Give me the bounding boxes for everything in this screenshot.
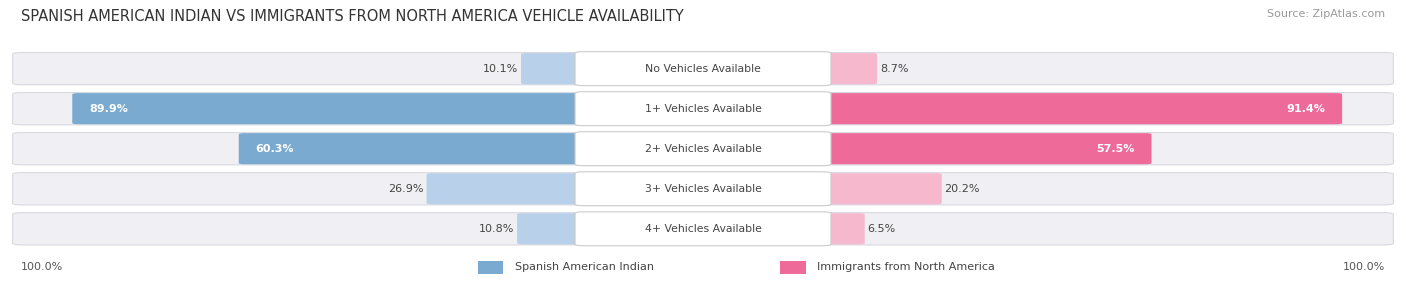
Text: 4+ Vehicles Available: 4+ Vehicles Available (644, 224, 762, 234)
FancyBboxPatch shape (13, 173, 1393, 205)
Text: 89.9%: 89.9% (89, 104, 128, 114)
FancyBboxPatch shape (517, 213, 589, 244)
Text: 1+ Vehicles Available: 1+ Vehicles Available (644, 104, 762, 114)
FancyBboxPatch shape (426, 173, 589, 204)
FancyBboxPatch shape (13, 133, 1393, 165)
Text: No Vehicles Available: No Vehicles Available (645, 64, 761, 74)
Text: 26.9%: 26.9% (388, 184, 423, 194)
Text: 8.7%: 8.7% (880, 64, 908, 74)
FancyBboxPatch shape (575, 52, 831, 86)
FancyBboxPatch shape (13, 93, 1393, 125)
Text: SPANISH AMERICAN INDIAN VS IMMIGRANTS FROM NORTH AMERICA VEHICLE AVAILABILITY: SPANISH AMERICAN INDIAN VS IMMIGRANTS FR… (21, 9, 683, 23)
FancyBboxPatch shape (13, 213, 1393, 245)
Text: Spanish American Indian: Spanish American Indian (515, 263, 654, 272)
FancyBboxPatch shape (575, 172, 831, 206)
Text: 10.1%: 10.1% (484, 64, 519, 74)
Text: 91.4%: 91.4% (1286, 104, 1326, 114)
Text: 6.5%: 6.5% (868, 224, 896, 234)
FancyBboxPatch shape (780, 261, 806, 274)
FancyBboxPatch shape (817, 213, 865, 244)
Text: Immigrants from North America: Immigrants from North America (817, 263, 995, 272)
FancyBboxPatch shape (817, 53, 877, 84)
Text: 10.8%: 10.8% (479, 224, 515, 234)
FancyBboxPatch shape (72, 93, 589, 124)
Text: 100.0%: 100.0% (1343, 263, 1385, 272)
Text: 20.2%: 20.2% (945, 184, 980, 194)
Text: 3+ Vehicles Available: 3+ Vehicles Available (644, 184, 762, 194)
FancyBboxPatch shape (575, 132, 831, 166)
FancyBboxPatch shape (239, 133, 589, 164)
FancyBboxPatch shape (817, 173, 942, 204)
Text: 57.5%: 57.5% (1097, 144, 1135, 154)
Text: Source: ZipAtlas.com: Source: ZipAtlas.com (1267, 9, 1385, 19)
Text: 60.3%: 60.3% (256, 144, 294, 154)
Text: 100.0%: 100.0% (21, 263, 63, 272)
FancyBboxPatch shape (522, 53, 589, 84)
FancyBboxPatch shape (817, 133, 1152, 164)
Text: 2+ Vehicles Available: 2+ Vehicles Available (644, 144, 762, 154)
FancyBboxPatch shape (575, 92, 831, 126)
FancyBboxPatch shape (13, 53, 1393, 85)
FancyBboxPatch shape (478, 261, 503, 274)
FancyBboxPatch shape (575, 212, 831, 246)
FancyBboxPatch shape (817, 93, 1343, 124)
